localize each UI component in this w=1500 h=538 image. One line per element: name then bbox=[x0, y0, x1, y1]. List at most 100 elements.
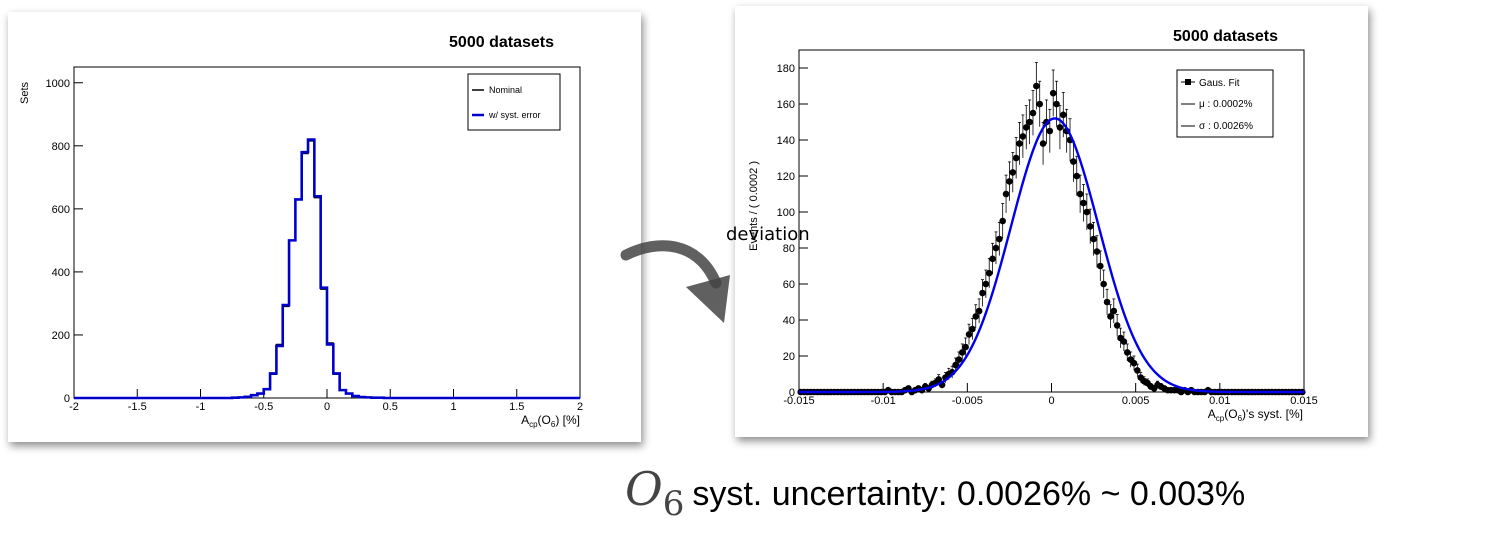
data-point bbox=[1012, 154, 1020, 162]
x-tick-label: 0 bbox=[324, 401, 330, 413]
x-tick-label: 0.5 bbox=[383, 401, 398, 413]
data-point bbox=[1036, 100, 1044, 108]
caption-symbol: O6 bbox=[625, 462, 684, 524]
histogram-panel: 5000 datasets Sets Acp(O6) [%] Nominal w… bbox=[8, 12, 641, 442]
data-point bbox=[1134, 367, 1141, 374]
data-point bbox=[1130, 359, 1138, 367]
y-tick-label: 80 bbox=[783, 243, 795, 255]
data-point bbox=[952, 361, 959, 369]
histogram-chart: 5000 datasets Sets Acp(O6) [%] Nominal w… bbox=[19, 34, 583, 429]
chart-title: 5000 datasets bbox=[1173, 28, 1278, 45]
data-point bbox=[962, 343, 969, 351]
arrow-label: deviation bbox=[726, 224, 810, 245]
y-tick-label: 100 bbox=[777, 207, 795, 219]
fit-panel: 5000 datasets Events / ( 0.0002 ) Acp(O6… bbox=[735, 6, 1368, 437]
y-tick-label: 400 bbox=[52, 267, 70, 279]
x-axis-label: Acp(O6)'s syst. [%] bbox=[1208, 407, 1303, 423]
caption-symbol-letter: O bbox=[625, 462, 663, 516]
data-point bbox=[1016, 140, 1023, 147]
data-point bbox=[1026, 118, 1033, 126]
data-point bbox=[1107, 313, 1114, 320]
data-point bbox=[1002, 190, 1010, 198]
data-point bbox=[989, 255, 996, 263]
x-tick-label: -0.015 bbox=[783, 395, 814, 407]
caption-symbol-subscript: 6 bbox=[662, 484, 685, 524]
legend-label-mu: μ : 0.0002% bbox=[1199, 99, 1253, 110]
data-point bbox=[1029, 109, 1037, 117]
arrow-head bbox=[686, 275, 730, 323]
y-axis-label-text: Events / ( 0.0002 ) bbox=[748, 161, 760, 251]
x-tick-label: 0.01 bbox=[1209, 395, 1230, 407]
data-point bbox=[1100, 280, 1107, 288]
x-tick-label: 1.5 bbox=[509, 401, 524, 413]
data-point bbox=[1039, 140, 1047, 147]
x-tick-label: -0.005 bbox=[952, 395, 983, 407]
chart-title: 5000 datasets bbox=[449, 34, 554, 51]
x-axis-label: Acp(O6) [%] bbox=[521, 413, 580, 429]
fit-chart: 5000 datasets Events / ( 0.0002 ) Acp(O6… bbox=[748, 28, 1318, 423]
x-tick-label: 2 bbox=[577, 401, 583, 413]
x-tick-label: -1.5 bbox=[128, 401, 147, 413]
legend-label-sigma: σ : 0.0026% bbox=[1199, 121, 1253, 132]
data-point bbox=[1086, 223, 1094, 230]
y-axis-label: Events / ( 0.0002 ) bbox=[748, 161, 760, 251]
data-point bbox=[1103, 298, 1111, 306]
data-point bbox=[965, 331, 973, 338]
data-point bbox=[935, 376, 943, 383]
x-tick-label: -0.01 bbox=[871, 395, 896, 407]
data-point bbox=[1113, 322, 1121, 329]
data-point bbox=[985, 269, 993, 277]
caption: O6 syst. uncertainty: 0.0026% ~ 0.003% bbox=[625, 462, 1245, 524]
data-point bbox=[1053, 100, 1060, 108]
data-point bbox=[1083, 208, 1091, 216]
series-line-nominal bbox=[74, 140, 580, 399]
data-point bbox=[1076, 190, 1084, 198]
data-point bbox=[1009, 169, 1017, 176]
data-point bbox=[979, 289, 986, 297]
data-point bbox=[1080, 199, 1087, 207]
y-tick-label: 0 bbox=[789, 387, 795, 399]
y-tick-label: 140 bbox=[777, 135, 795, 147]
data-point bbox=[1006, 178, 1013, 185]
y-tick-label: 20 bbox=[783, 351, 795, 363]
data-point bbox=[972, 313, 980, 320]
data-point bbox=[992, 244, 1000, 252]
curved-arrow-icon bbox=[620, 240, 730, 323]
data-point bbox=[1059, 111, 1067, 119]
data-point bbox=[975, 307, 983, 315]
y-tick-label: 200 bbox=[52, 330, 70, 342]
data-point bbox=[1049, 89, 1057, 97]
legend: Nominal w/ syst. error bbox=[467, 73, 561, 131]
legend-marker-fit bbox=[1185, 79, 1191, 85]
x-tick-label: 0.005 bbox=[1122, 395, 1150, 407]
y-axis-label-text: Sets bbox=[19, 82, 31, 105]
data-point bbox=[958, 349, 966, 356]
data-point bbox=[996, 235, 1003, 243]
y-tick-label: 800 bbox=[52, 141, 70, 153]
arrow-shaft bbox=[620, 240, 722, 289]
series-line-syst bbox=[74, 138, 580, 400]
data-point bbox=[1090, 235, 1097, 243]
data-point bbox=[1120, 338, 1128, 345]
x-tick-label: 0.015 bbox=[1290, 395, 1318, 407]
y-tick-label: 600 bbox=[52, 204, 70, 216]
data-point bbox=[1046, 127, 1054, 135]
gaussian-fit-curve bbox=[799, 117, 1304, 394]
data-point bbox=[969, 325, 976, 333]
x-tick-label: -1 bbox=[196, 401, 206, 413]
legend-label-syst: w/ syst. error bbox=[488, 110, 541, 120]
y-tick-label: 40 bbox=[783, 315, 795, 327]
data-point bbox=[1110, 307, 1118, 315]
x-tick-label: -0.5 bbox=[254, 401, 273, 413]
data-point bbox=[999, 217, 1006, 225]
data-point bbox=[1056, 124, 1064, 131]
legend: Gaus. Fit μ : 0.0002% σ : 0.0026% bbox=[1176, 69, 1274, 138]
y-tick-label: 1000 bbox=[46, 78, 70, 90]
data-point bbox=[1123, 349, 1131, 356]
y-tick-label: 60 bbox=[783, 279, 795, 291]
y-tick-label: 120 bbox=[777, 171, 795, 183]
legend-label-fit: Gaus. Fit bbox=[1199, 78, 1240, 89]
y-tick-label: 0 bbox=[64, 393, 70, 405]
data-point bbox=[1073, 172, 1081, 180]
x-tick-label: 1 bbox=[450, 401, 456, 413]
